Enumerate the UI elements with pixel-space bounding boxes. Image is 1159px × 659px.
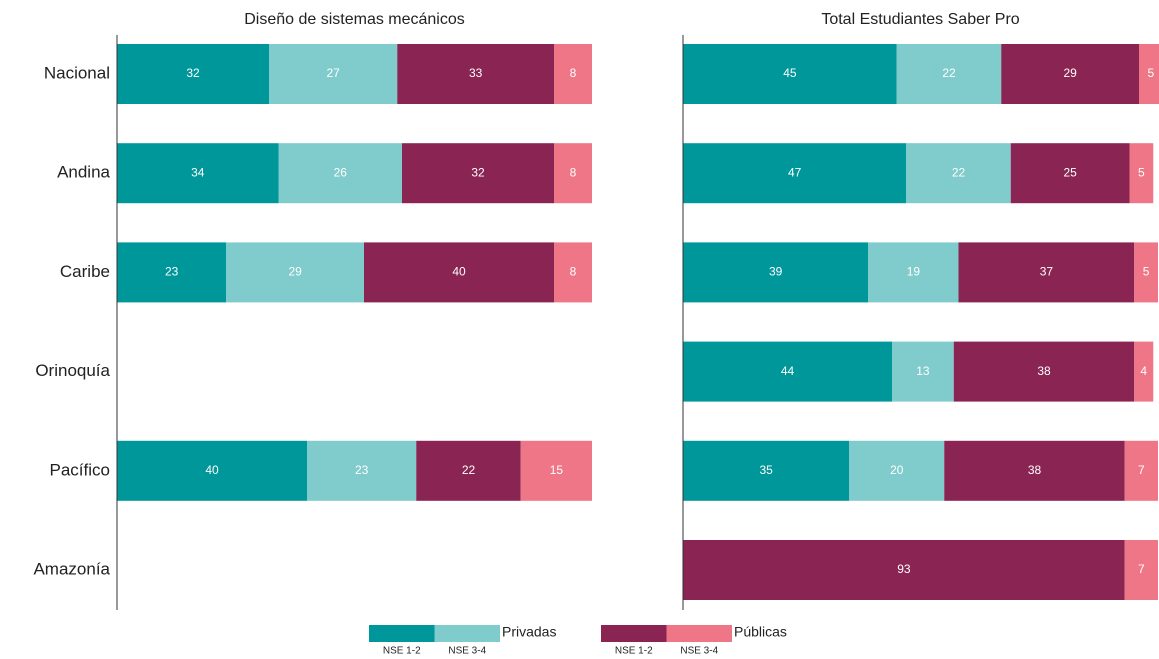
bar-segment: [868, 242, 959, 303]
data-label: 5: [1138, 165, 1145, 179]
bar-segment: [307, 440, 417, 501]
category-label: Pacífico: [50, 460, 110, 479]
data-label: 34: [191, 165, 205, 179]
bar-segment: [117, 143, 279, 204]
legend-swatch: [601, 625, 667, 642]
legend-item-label: NSE 1-2: [615, 646, 653, 657]
data-label: 19: [907, 265, 921, 279]
data-label: 15: [550, 463, 564, 477]
bar-segment: [1001, 44, 1139, 104]
data-label: 22: [952, 165, 966, 179]
data-label: 45: [783, 66, 797, 80]
data-label: 29: [1063, 66, 1077, 80]
data-label: 33: [469, 66, 483, 80]
bar-segment: [1129, 143, 1154, 204]
data-label: 20: [890, 463, 904, 477]
bar-segment: [1124, 540, 1158, 600]
category-label: Caribe: [60, 262, 110, 281]
data-label: 8: [570, 66, 577, 80]
data-label: 23: [355, 463, 369, 477]
bar-segment: [226, 242, 364, 303]
data-label: 40: [205, 463, 219, 477]
bar-segment: [554, 242, 592, 303]
legend-item-label: NSE 1-2: [383, 646, 421, 657]
legend-group-label: Públicas: [734, 624, 787, 640]
bar-segment: [958, 242, 1135, 303]
data-label: 47: [788, 165, 802, 179]
data-label: 40: [452, 265, 466, 279]
data-label: 22: [462, 463, 476, 477]
category-label: Nacional: [44, 63, 110, 82]
data-label: 5: [1143, 265, 1150, 279]
bar-segment: [683, 540, 1125, 600]
bar-segment: [1139, 44, 1159, 104]
bar-segment: [849, 440, 945, 501]
bar-segment: [416, 440, 521, 501]
category-label: Orinoquía: [35, 361, 110, 380]
data-label: 22: [942, 66, 956, 80]
data-label: 39: [769, 265, 783, 279]
bar-segment: [117, 242, 227, 303]
bar-segment: [1134, 242, 1158, 303]
data-label: 25: [1063, 165, 1077, 179]
legend-swatch: [369, 625, 435, 642]
data-label: 27: [326, 66, 340, 80]
bar-segment: [896, 44, 1002, 104]
bar-segment: [364, 242, 554, 303]
bar-segment: [944, 440, 1125, 501]
bar-segment: [554, 143, 592, 204]
bar-segment: [554, 44, 592, 104]
bar-segment: [117, 440, 307, 501]
data-label: 23: [165, 265, 179, 279]
bar-segment: [953, 341, 1135, 402]
data-label: 37: [1040, 265, 1054, 279]
data-label: 29: [288, 265, 302, 279]
bar-segment: [906, 143, 1011, 204]
bar-segment: [683, 44, 897, 104]
legend-item-label: NSE 3-4: [448, 646, 486, 657]
data-label: 26: [334, 165, 348, 179]
bar-segment: [1134, 341, 1154, 402]
data-label: 8: [570, 165, 577, 179]
data-label: 13: [916, 364, 930, 378]
bar-segment: [683, 341, 892, 402]
data-label: 32: [471, 165, 485, 179]
legend-group-label: Privadas: [502, 624, 556, 640]
data-label: 4: [1140, 364, 1147, 378]
legend-swatch: [666, 625, 732, 642]
category-label: Andina: [57, 163, 110, 182]
data-label: 44: [781, 364, 795, 378]
bar-segment: [402, 143, 554, 204]
data-label: 38: [1037, 364, 1051, 378]
bar-segment: [278, 143, 402, 204]
bar-segment: [397, 44, 554, 104]
legend-item-label: NSE 3-4: [680, 646, 718, 657]
legend-swatch: [434, 625, 500, 642]
data-label: 93: [897, 562, 911, 576]
bar-segment: [269, 44, 398, 104]
data-label: 38: [1028, 463, 1042, 477]
bar-segment: [683, 440, 850, 501]
bar-segment: [1124, 440, 1158, 501]
data-label: 35: [759, 463, 773, 477]
chart-title: Total Estudiantes Saber Pro: [821, 11, 1019, 28]
bar-segment: [683, 143, 907, 204]
chart-title: Diseño de sistemas mecánicos: [244, 11, 465, 28]
data-label: 7: [1138, 463, 1145, 477]
data-label: 8: [570, 265, 577, 279]
bar-segment: [1010, 143, 1130, 204]
bar-segment: [683, 242, 869, 303]
data-label: 32: [186, 66, 200, 80]
bar-segment: [520, 440, 592, 501]
data-label: 7: [1138, 562, 1145, 576]
data-label: 5: [1148, 66, 1155, 80]
category-label: Amazonía: [33, 559, 110, 578]
bar-segment: [892, 341, 954, 402]
bar-segment: [117, 44, 269, 104]
